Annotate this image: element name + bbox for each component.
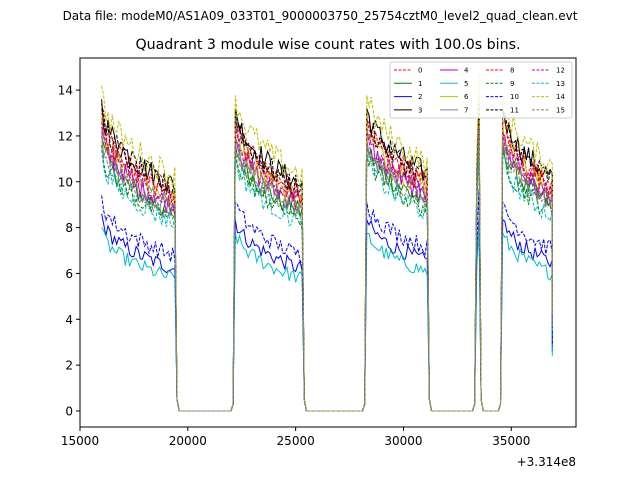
series-line-5 — [101, 224, 553, 412]
series-line-9 — [101, 135, 553, 412]
series-line-13 — [101, 144, 553, 412]
legend-label-9: 9 — [510, 80, 514, 88]
y-tick-label: 12 — [58, 129, 73, 143]
x-tick-label: 20000 — [169, 434, 207, 448]
legend-label-12: 12 — [556, 67, 565, 75]
legend-label-4: 4 — [464, 67, 469, 75]
x-tick-label: 15000 — [61, 434, 99, 448]
legend-label-1: 1 — [418, 80, 422, 88]
legend-label-3: 3 — [418, 107, 422, 115]
legend-label-13: 13 — [556, 80, 565, 88]
series-line-7 — [101, 129, 553, 412]
legend-box — [389, 61, 573, 119]
series-line-12 — [101, 122, 553, 412]
x-tick-label: 35000 — [492, 434, 530, 448]
legend-label-8: 8 — [510, 67, 514, 75]
chart-title: Quadrant 3 module wise count rates with … — [135, 37, 520, 53]
y-tick-label: 8 — [65, 221, 73, 235]
x-tick-label: 30000 — [384, 434, 422, 448]
y-tick-label: 4 — [65, 313, 73, 327]
y-tick-label: 2 — [65, 359, 73, 373]
legend-label-7: 7 — [464, 107, 468, 115]
legend-label-15: 15 — [556, 107, 565, 115]
legend-label-0: 0 — [418, 67, 422, 75]
file-suptitle: Data file: modeM0/AS1A09_033T01_90000037… — [63, 9, 578, 23]
x-offset-label: +3.314e8 — [517, 455, 576, 469]
legend-label-2: 2 — [418, 93, 422, 101]
y-tick-label: 0 — [65, 404, 73, 418]
legend-label-14: 14 — [556, 93, 565, 101]
y-tick-label: 14 — [58, 84, 73, 98]
series-line-4 — [101, 126, 553, 412]
series-line-8 — [101, 111, 553, 412]
series-line-0 — [101, 101, 553, 412]
y-axis: 0 2 4 6 8 10 12 14 — [58, 84, 80, 418]
y-tick-label: 10 — [58, 175, 73, 189]
y-tick-label: 6 — [65, 267, 73, 281]
legend-label-5: 5 — [464, 80, 468, 88]
legend-label-11: 11 — [510, 107, 519, 115]
x-axis: 15000 20000 25000 30000 35000 — [61, 427, 530, 448]
plot-frame — [79, 57, 577, 428]
series-line-10 — [101, 189, 553, 412]
series-line-2 — [101, 213, 553, 412]
x-tick-label: 25000 — [277, 434, 315, 448]
legend-label-10: 10 — [510, 93, 519, 101]
legend-label-6: 6 — [464, 93, 469, 101]
